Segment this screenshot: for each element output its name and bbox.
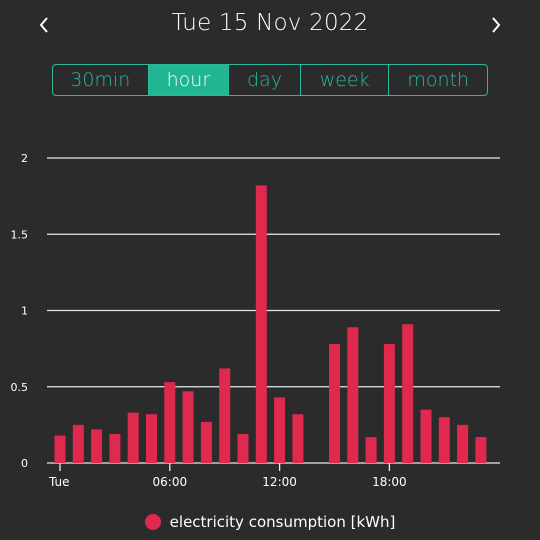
- tab-hour[interactable]: hour: [148, 65, 230, 95]
- bar[interactable]: [274, 397, 286, 463]
- previous-day-button[interactable]: [29, 10, 59, 40]
- consumption-chart: 0 0.5 1 1.5 2 Tue 06:00 12:00 18:00: [11, 152, 500, 489]
- x-tick-label: 12:00: [262, 475, 297, 489]
- chart-legend: electricity consumption [kWh]: [0, 510, 540, 534]
- bar[interactable]: [164, 382, 176, 463]
- legend-label: electricity consumption [kWh]: [169, 513, 396, 531]
- bar[interactable]: [457, 424, 469, 463]
- header: Tue 15 Nov 2022: [0, 0, 540, 52]
- bar[interactable]: [146, 414, 157, 463]
- bar[interactable]: [54, 435, 66, 463]
- bar[interactable]: [219, 368, 231, 463]
- bar[interactable]: [292, 414, 304, 463]
- bar[interactable]: [109, 434, 121, 463]
- chevron-left-icon: [39, 17, 48, 33]
- bar[interactable]: [182, 391, 194, 463]
- y-tick-label: 0.5: [11, 381, 29, 394]
- bar[interactable]: [237, 434, 249, 463]
- y-tick-label: 2: [21, 152, 28, 165]
- legend-marker: [144, 514, 161, 530]
- date-title: Tue 15 Nov 2022: [171, 10, 369, 36]
- y-tick-label: 0: [21, 457, 28, 470]
- tab-month[interactable]: month: [407, 69, 470, 91]
- bar[interactable]: [365, 437, 377, 463]
- bar[interactable]: [200, 421, 212, 463]
- bar[interactable]: [420, 409, 432, 463]
- bar[interactable]: [329, 344, 340, 463]
- bar[interactable]: [475, 437, 487, 463]
- bar[interactable]: [255, 185, 267, 463]
- bar[interactable]: [347, 327, 359, 463]
- bar[interactable]: [91, 429, 103, 463]
- period-tabs: 30min hour day week month: [52, 64, 488, 96]
- tab-day[interactable]: day: [229, 65, 301, 95]
- bar[interactable]: [438, 417, 450, 463]
- x-tick-label: Tue: [48, 475, 70, 489]
- bar[interactable]: [72, 424, 84, 463]
- y-tick-label: 1.5: [11, 228, 29, 241]
- tab-week[interactable]: week: [301, 65, 390, 95]
- y-tick-label: 1: [21, 305, 28, 318]
- x-tick-label: 06:00: [153, 475, 188, 489]
- bar[interactable]: [127, 412, 139, 463]
- tab-30min[interactable]: 30min: [53, 65, 149, 95]
- next-day-button[interactable]: [481, 10, 511, 40]
- bar[interactable]: [383, 344, 395, 463]
- x-tick-label: 18:00: [372, 475, 407, 489]
- chevron-right-icon: [492, 17, 501, 33]
- bar[interactable]: [402, 324, 414, 463]
